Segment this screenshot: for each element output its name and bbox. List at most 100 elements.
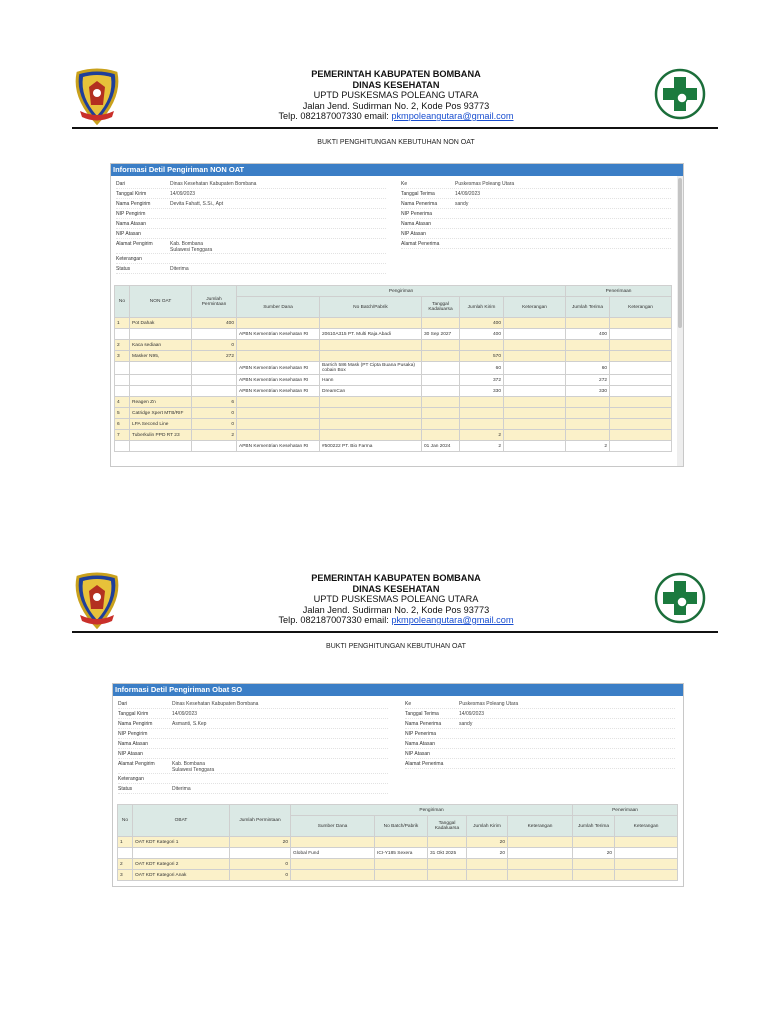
table-cell (191, 328, 237, 340)
field-label: Nama Pengirim (116, 201, 151, 207)
column-header: Jumlah Kirim (466, 815, 508, 837)
table-cell (609, 361, 673, 375)
email-link[interactable]: pkmpoleangutara@gmail.com (391, 615, 514, 625)
field-row: NIP Pengirim (116, 209, 386, 219)
group-header: Penerimaan (565, 285, 673, 297)
table-cell: 3 (117, 869, 133, 881)
table-cell (459, 396, 504, 408)
field-row: Tanggal Kirim 14/09/2023 (116, 189, 386, 199)
column-header: Keterangan (614, 815, 679, 837)
field-row: NIP Atasan (401, 229, 671, 239)
table-cell: ICI-Y185 Sexera (374, 847, 428, 859)
field-row: Alamat Pengirim Kab. Bombana Sulawesi Teng… (116, 239, 386, 254)
field-value-line: 14/09/2023 (459, 711, 485, 717)
field-label: Alamat Penerima (405, 761, 444, 767)
column-header: Keterangan (609, 296, 673, 318)
left-logo (72, 571, 122, 634)
field-row: Nama Pengirim Asmanti, S.Kep (118, 719, 388, 729)
email-link[interactable]: pkmpoleangutara@gmail.com (391, 111, 514, 121)
field-value: Dinas Kesehatan Kabupaten Bombana (172, 701, 258, 707)
right-logo (654, 572, 706, 629)
table-cell (609, 317, 673, 329)
data-table: No OBAT Jumlah Permintaan Pengiriman Penerim… (117, 804, 679, 881)
table-cell (421, 317, 460, 329)
column-header: No Batch/Pabrik (374, 815, 428, 837)
field-value: Puskesmas Poleang Utara (455, 181, 514, 187)
field-label: Nama Penerima (401, 201, 438, 207)
table-cell: 2 (565, 440, 611, 452)
table-cell (502, 385, 567, 397)
table-cell (565, 429, 611, 441)
field-row: Tanggal Kirim 14/09/2023 (118, 709, 388, 719)
table-cell (319, 396, 422, 408)
field-label: Tanggal Terima (401, 191, 435, 197)
field-label: Nama Atasan (118, 741, 149, 747)
field-value-line: sandy (455, 201, 469, 207)
header-line: DINAS KESEHATAN (352, 583, 440, 594)
header-contact: Telp. 082187007330 email: pkmpoleangutar… (250, 111, 542, 122)
table-cell: 330 (565, 385, 611, 397)
field-label: NIP Atasan (116, 231, 141, 237)
field-row: NIP Penerima (401, 209, 671, 219)
table-row: APBN Kementrian Kesehatan RI Hann 372 272 (114, 374, 673, 386)
table-cell: 20 (466, 836, 508, 848)
table-cell (421, 350, 460, 362)
field-value: Diterima (170, 266, 189, 272)
table-cell (502, 440, 567, 452)
table-cell (114, 328, 130, 340)
table-cell (506, 858, 574, 870)
field-row: Keterangan (116, 254, 386, 264)
field-row: Tanggal Terima 14/09/2023 (405, 709, 675, 719)
table-cell: 0 (191, 418, 237, 430)
field-label: NIP Penerima (401, 211, 433, 217)
field-label: NIP Pengirim (118, 731, 148, 737)
table-cell (374, 869, 428, 881)
table-cell: APBN Kementrian Kesehatan RI (236, 385, 320, 397)
table-cell (609, 418, 673, 430)
table-cell (609, 385, 673, 397)
field-value-line: 14/09/2023 (170, 191, 196, 197)
table-cell: 330 (459, 385, 504, 397)
field-value: Devita Fahatt, S.Si., Apt (170, 201, 223, 207)
field-row: Ke Puskesmas Poleang Utara (405, 699, 675, 709)
table-cell: LPA Second Line (129, 418, 192, 430)
table-cell (502, 396, 567, 408)
table-cell (427, 836, 467, 848)
field-value-line: 14/09/2023 (455, 191, 481, 197)
table-cell (609, 429, 673, 441)
field-value-line: Kab. Bombana (170, 241, 204, 247)
field-label: NIP Atasan (401, 231, 426, 237)
field-row: NIP Atasan (116, 229, 386, 239)
table-cell (236, 418, 320, 430)
table-cell: OAT KDT Kategori 2 (132, 858, 230, 870)
table-cell (565, 317, 611, 329)
table-cell: 31 Okt 2025 (427, 847, 467, 859)
column-header: Jumlah Terima (572, 815, 616, 837)
field-label: Nama Atasan (116, 221, 147, 227)
table-cell: 372 (459, 374, 504, 386)
table-row: 7 Tuberkulin PPD RT 23 2 2 (114, 429, 673, 441)
column-header: Keterangan (502, 296, 567, 318)
field-label: Alamat Penerima (401, 241, 440, 247)
table-cell (421, 407, 460, 419)
header-line: PEMERINTAH KABUPATEN BOMBANA (311, 573, 481, 583)
table-cell (614, 858, 679, 870)
field-label: Tanggal Terima (405, 711, 439, 717)
table-cell (129, 361, 192, 375)
field-label: Alamat Pengirim (116, 241, 153, 247)
table-cell (427, 858, 467, 870)
table-cell: 2 (114, 339, 130, 351)
table-cell (506, 836, 574, 848)
field-column: Ke Puskesmas Poleang Utara Tanggal Terima 1… (405, 699, 675, 769)
table-cell (565, 350, 611, 362)
field-label: Ke (401, 181, 408, 187)
table-cell: APBN Kementrian Kesehatan RI (236, 328, 320, 340)
table-cell: 0 (191, 407, 237, 419)
column-header: No Batch/Pabrik (319, 296, 422, 318)
table-cell: 6 (191, 396, 237, 408)
column-header: No (117, 804, 133, 837)
column-header: NON OAT (129, 285, 192, 318)
table-cell: 01 Jan 2024 (421, 440, 460, 452)
header-row: No NON OAT Jumlah Permintaan Pengiriman Pene… (114, 285, 673, 318)
panel-title: Informasi Detil Pengiriman NON OAT (111, 164, 683, 176)
